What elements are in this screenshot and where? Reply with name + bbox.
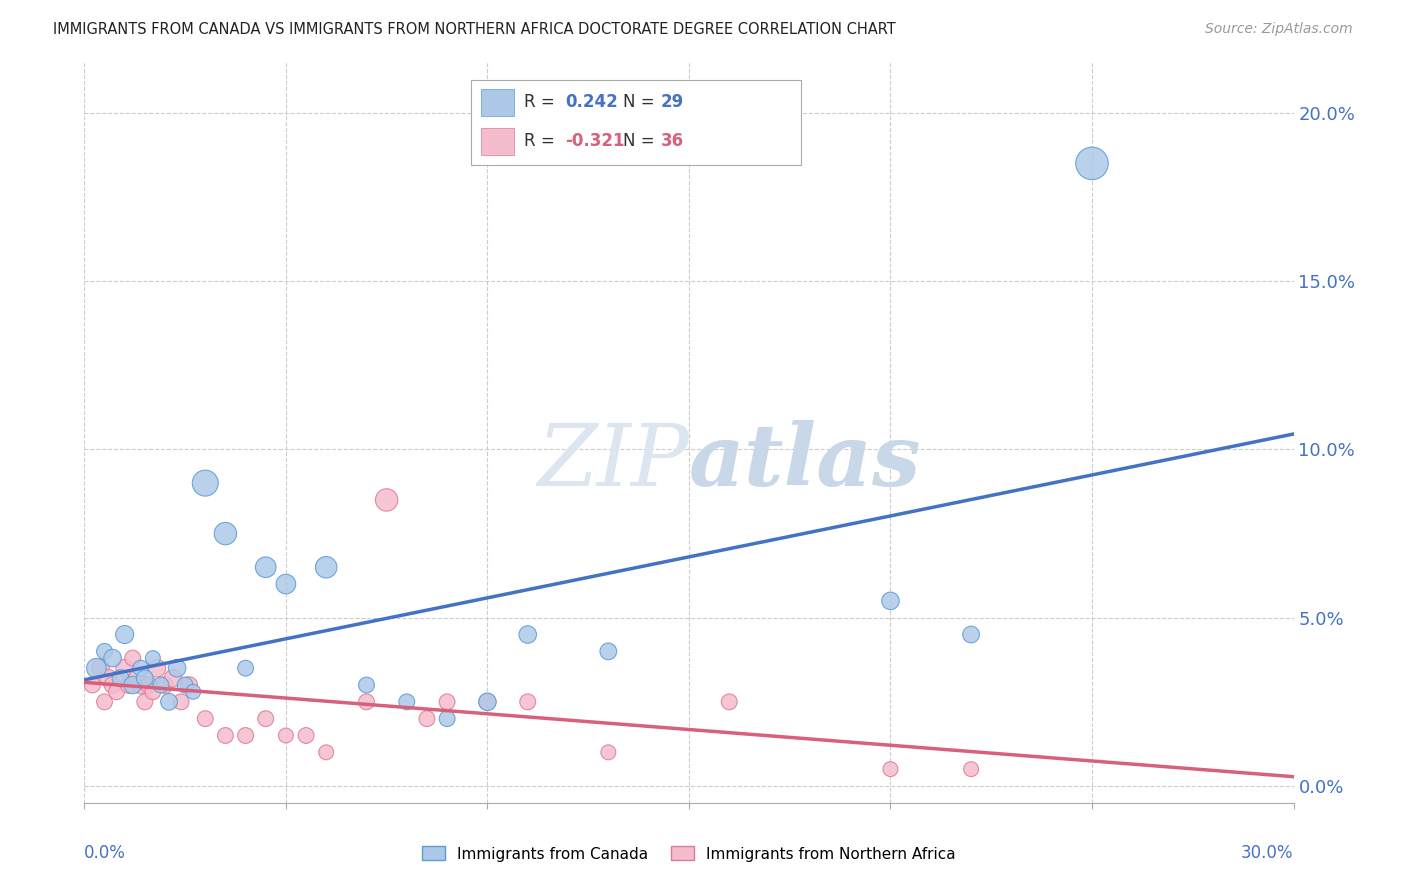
Point <box>170 695 193 709</box>
Text: 0.242: 0.242 <box>565 93 617 111</box>
Point <box>194 712 217 726</box>
Point <box>315 560 337 574</box>
Point <box>129 678 152 692</box>
Point <box>118 678 141 692</box>
Text: 30.0%: 30.0% <box>1241 844 1294 862</box>
Point <box>121 678 143 692</box>
Point <box>235 661 257 675</box>
Point <box>598 644 620 658</box>
Point <box>125 671 148 685</box>
Text: R =: R = <box>524 93 560 111</box>
Point <box>960 627 983 641</box>
Point <box>295 729 318 743</box>
Text: 36: 36 <box>661 132 685 150</box>
Point <box>477 695 499 709</box>
Point <box>149 678 172 692</box>
Legend: Immigrants from Canada, Immigrants from Northern Africa: Immigrants from Canada, Immigrants from … <box>415 838 963 869</box>
Point <box>142 685 165 699</box>
Point <box>114 661 136 675</box>
Text: Source: ZipAtlas.com: Source: ZipAtlas.com <box>1205 22 1353 37</box>
Point <box>879 762 901 776</box>
Point <box>274 577 297 591</box>
Point <box>101 678 124 692</box>
Point <box>93 644 115 658</box>
Point <box>254 560 277 574</box>
Point <box>274 729 297 743</box>
Point <box>174 678 197 692</box>
Point <box>138 678 160 692</box>
Point <box>254 712 277 726</box>
Point <box>960 762 983 776</box>
Point <box>153 678 176 692</box>
Point <box>110 671 132 685</box>
Point <box>516 627 538 641</box>
Point <box>436 712 458 726</box>
Point <box>179 678 201 692</box>
Point <box>194 476 217 491</box>
Point <box>436 695 458 709</box>
FancyBboxPatch shape <box>481 89 515 116</box>
Point <box>477 695 499 709</box>
Point <box>157 695 180 709</box>
Text: ZIP: ZIP <box>537 421 689 504</box>
Point <box>134 671 156 685</box>
Point <box>101 651 124 665</box>
Point <box>598 745 620 759</box>
Point <box>375 492 398 507</box>
Text: 0.0%: 0.0% <box>84 844 127 862</box>
Text: N =: N = <box>623 93 659 111</box>
Point <box>395 695 418 709</box>
Point <box>1081 156 1104 170</box>
Text: IMMIGRANTS FROM CANADA VS IMMIGRANTS FROM NORTHERN AFRICA DOCTORATE DEGREE CORRE: IMMIGRANTS FROM CANADA VS IMMIGRANTS FRO… <box>53 22 896 37</box>
Point <box>114 627 136 641</box>
Point <box>82 678 104 692</box>
Point <box>97 671 120 685</box>
Point <box>356 695 378 709</box>
Point <box>235 729 257 743</box>
Point <box>516 695 538 709</box>
Text: 29: 29 <box>661 93 685 111</box>
Text: -0.321: -0.321 <box>565 132 624 150</box>
Point <box>166 661 188 675</box>
Point <box>134 695 156 709</box>
Point <box>416 712 439 726</box>
Point <box>718 695 741 709</box>
Text: N =: N = <box>623 132 659 150</box>
Point <box>86 661 108 675</box>
Point <box>181 685 204 699</box>
FancyBboxPatch shape <box>481 128 515 155</box>
Point <box>356 678 378 692</box>
Text: atlas: atlas <box>689 420 921 504</box>
Point <box>93 695 115 709</box>
Point <box>315 745 337 759</box>
Point <box>146 661 169 675</box>
Point <box>129 661 152 675</box>
Point <box>879 594 901 608</box>
Point <box>89 661 111 675</box>
FancyBboxPatch shape <box>471 80 801 165</box>
Point <box>214 729 236 743</box>
Point <box>142 651 165 665</box>
Text: R =: R = <box>524 132 560 150</box>
Point <box>105 685 128 699</box>
Point <box>121 651 143 665</box>
Point <box>162 671 184 685</box>
Point <box>214 526 236 541</box>
